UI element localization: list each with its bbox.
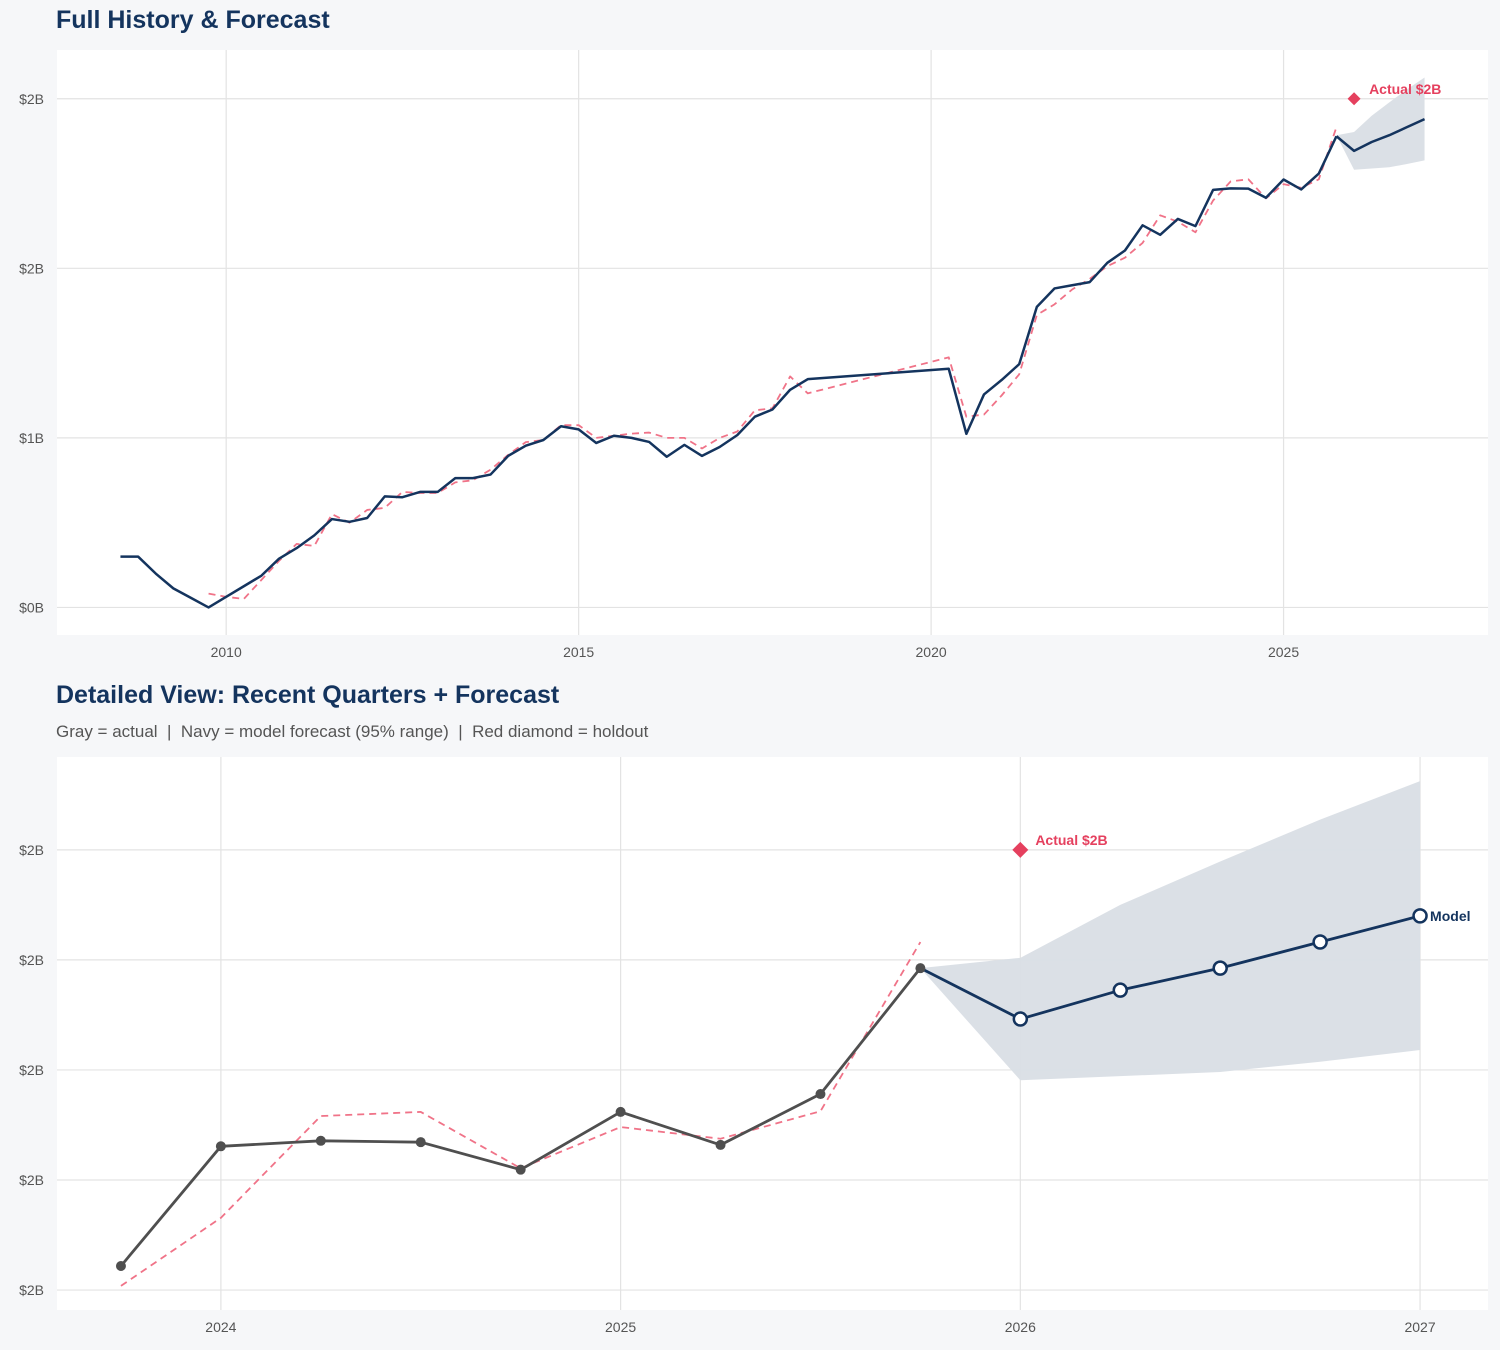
forecast-line [1335,117,1426,153]
x-tick-label: 2020 [916,644,947,660]
holdout-diamond [1012,841,1029,858]
y-tick-label: $2B [19,1062,44,1078]
actual-point [115,1260,126,1271]
x-tick-label: 2015 [563,644,594,660]
y-tick-label: $2B [19,952,44,968]
full-history-chart: $0B $1B $2B $2B 2010 2015 2020 2025 Actual $2B [19,50,1488,660]
actual-point [515,1164,526,1175]
forecast-point [1212,960,1228,976]
plot-area [57,50,1488,635]
actual-point [815,1089,826,1100]
holdout-label: Actual $2B [1035,832,1107,848]
x-tick-label: 2024 [205,1319,236,1335]
holdout-label: Actual $2B [1369,81,1441,97]
fitted-line [120,941,922,1287]
top-chart-title: Full History & Forecast [56,6,330,34]
forecast-point [1112,982,1129,998]
holdout-diamond [1347,92,1361,106]
x-tick-label: 2026 [1005,1319,1036,1335]
forecast-95-range-band [920,781,1421,1081]
actual-point [215,1141,226,1152]
y-tick-label: $2B [19,1172,44,1188]
forecast-point [1012,1011,1029,1027]
actual-point [315,1135,326,1146]
forecast-95-range-band [1336,77,1425,170]
forecast-line [919,914,1421,1021]
actual-point [915,963,926,974]
forecast-point [1412,908,1428,924]
y-tick-label: $0B [19,599,44,615]
bottom-chart-subtitle: Gray = actual | Navy = model forecast (9… [56,722,649,741]
model-label: Model [1430,908,1470,924]
x-tick-label: 2010 [211,644,242,660]
y-tick-label: $2B [19,1282,44,1298]
x-tick-label: 2025 [605,1319,636,1335]
actual-point [615,1106,626,1117]
actual-point [415,1137,426,1148]
bottom-chart-title: Detailed View: Recent Quarters + Forecas… [56,681,560,709]
forecast-point [1312,934,1328,950]
y-tick-label: $2B [19,91,44,107]
y-tick-label: $2B [19,842,44,858]
x-tick-label: 2025 [1268,644,1299,660]
x-tick-label: 2027 [1404,1319,1435,1335]
actual-line [120,135,1338,609]
actual-point [715,1139,726,1150]
y-tick-label: $1B [19,430,44,446]
y-tick-label: $2B [19,260,44,276]
